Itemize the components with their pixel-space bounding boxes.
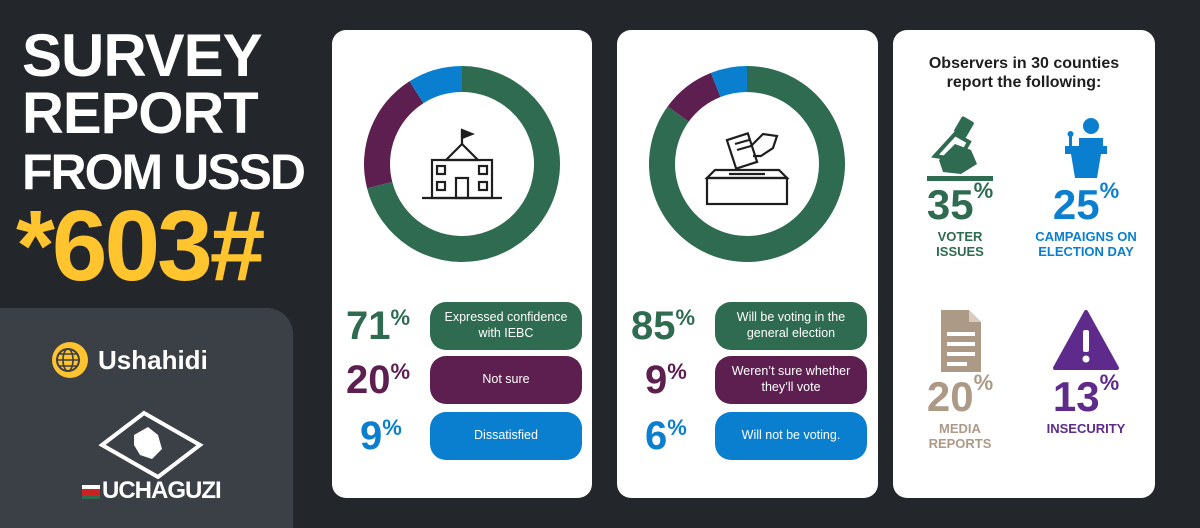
metric-campaigns: 25% CAMPAIGNS ON ELECTION DAY [1023,116,1149,260]
stat-percent: 20% [346,358,411,402]
title-panel: SURVEY REPORT FROM USSD *603# [0,0,318,528]
voting-intent-card: 85% Will be voting in the general electi… [617,30,878,498]
stat-row: 6% Will not be voting. [617,412,878,460]
title-line-1: SURVEY [22,22,263,89]
ussd-code: *603# [16,190,265,302]
confidence-donut-chart [364,66,560,262]
stat-label: Not sure [430,356,582,404]
logo-panel [0,308,293,528]
warning-triangle-icon [1053,310,1119,370]
kenya-flag-icon [82,484,100,499]
ushahidi-globe-icon [52,342,88,378]
metric-insecurity: 13% INSECURITY [1023,308,1149,437]
stat-row: 71% Expressed confidence with IEBC [332,302,592,350]
metric-label: VOTER ISSUES [936,229,984,259]
metric-media-reports: 20% MEDIA REPORTS [897,308,1023,452]
title-line-2: REPORT [22,81,259,146]
kenya-map-ballot-icon [98,410,204,480]
voting-intent-donut-chart [649,66,845,262]
title-line-3: FROM USSD [22,144,306,200]
stat-row: 20% Not sure [332,356,592,404]
uchaguzi-logo: UCHAGUZI [82,405,222,505]
stat-label: Expressed confidence with IEBC [430,302,582,350]
podium-speaker-icon [1065,118,1107,178]
stat-row: 9% Weren’t sure whether they’ll vote [617,356,878,404]
stat-percent: 71% [346,304,411,348]
observers-title: Observers in 30 counties report the foll… [928,55,1120,92]
voting-hand-icon [927,116,993,181]
metric-value: 25% [1052,178,1120,228]
observers-card: Observers in 30 counties report the foll… [893,30,1155,498]
stat-label: Will be voting in the general election [715,302,867,350]
school-building-icon [422,128,502,200]
metric-value: 13% [1052,370,1120,420]
uchaguzi-label: UCHAGUZI [82,477,222,505]
stat-row: 85% Will be voting in the general electi… [617,302,878,350]
stat-percent: 9% [360,414,402,458]
metric-value: 20% [926,370,994,420]
metric-voter-issues: 35% VOTER ISSUES [897,116,1023,260]
document-icon [941,310,981,372]
donut-slice-1 [364,81,424,189]
donut-slice-2 [710,66,747,98]
stat-label: Will not be voting. [715,412,867,460]
stat-percent: 9% [645,358,687,402]
ballot-box-icon [704,131,790,206]
stat-percent: 85% [631,304,696,348]
ushahidi-logo: Ushahidi [50,340,208,380]
stat-percent: 6% [645,414,687,458]
metric-label: INSECURITY [1046,421,1126,436]
ushahidi-label: Ushahidi [98,344,208,375]
donut-slice-1 [667,72,721,122]
confidence-card: 71% Expressed confidence with IEBC 20% N… [332,30,592,498]
stat-row: 9% Dissatisfied [332,412,592,460]
donut-slice-2 [409,66,462,104]
metric-label: MEDIA REPORTS [928,421,992,451]
metric-value: 35% [926,178,994,228]
stat-label: Weren’t sure whether they’ll vote [715,356,867,404]
metric-label: CAMPAIGNS ON ELECTION DAY [1035,229,1137,259]
stat-label: Dissatisfied [430,412,582,460]
